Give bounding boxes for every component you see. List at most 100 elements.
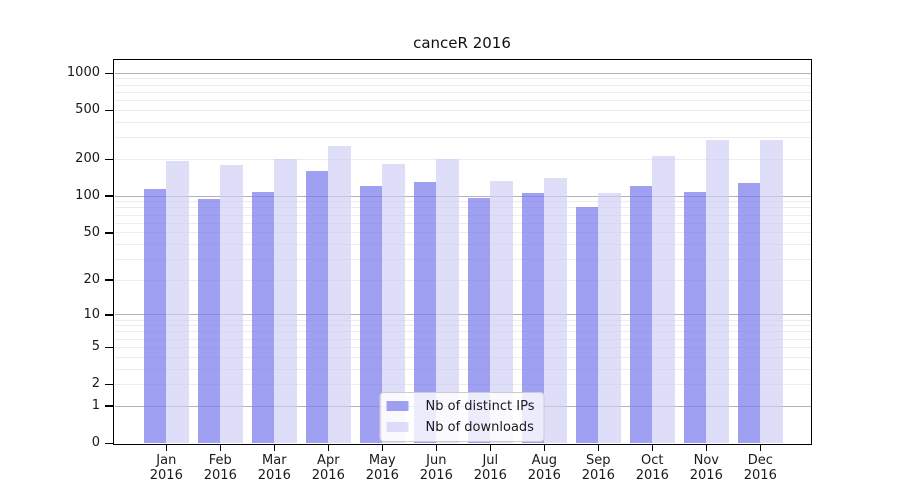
x-tick-mark <box>327 444 330 451</box>
chart-title: canceR 2016 <box>413 34 511 52</box>
bar-distinct_ips-jan <box>144 189 167 444</box>
x-tick-year: 2016 <box>365 468 399 483</box>
y-tick-mark <box>105 109 113 112</box>
legend: Nb of distinct IPs Nb of downloads <box>379 392 545 442</box>
x-tick-label-jul: Jul 2016 <box>460 453 520 483</box>
legend-swatch-distinct-ips <box>386 401 409 411</box>
y-tick-label-20: 20 <box>83 272 100 288</box>
y-tick-label-1: 1 <box>91 398 100 414</box>
x-tick-label-oct: Oct 2016 <box>622 453 682 483</box>
x-tick-label-dec: Dec 2016 <box>730 453 790 483</box>
bar-downloads-may <box>382 163 405 444</box>
grid-line-minor <box>114 325 811 327</box>
legend-item-distinct-ips: Nb of distinct IPs <box>386 397 535 415</box>
y-tick-mark <box>105 405 113 407</box>
bar-downloads-oct <box>652 156 675 444</box>
grid-line-major <box>114 195 811 197</box>
x-tick-month: Jun <box>426 453 447 468</box>
y-tick-label-10: 10 <box>83 306 100 322</box>
x-tick-label-sep: Sep 2016 <box>568 453 628 483</box>
grid-line-minor <box>114 258 811 260</box>
x-tick-month: Aug <box>531 453 557 468</box>
x-tick-label-jun: Jun 2016 <box>406 453 466 483</box>
legend-swatch-downloads <box>386 422 409 432</box>
grid-line-minor <box>114 331 811 333</box>
y-tick-label-200: 200 <box>75 151 100 167</box>
bar-distinct_ips-feb <box>198 199 221 444</box>
bar-downloads-mar <box>274 159 297 444</box>
bar-distinct_ips-may <box>360 185 383 444</box>
y-tick-mark <box>105 158 113 161</box>
bar-downloads-sep <box>598 192 621 444</box>
y-tick-mark <box>105 72 113 75</box>
bar-downloads-aug <box>544 178 567 444</box>
y-tick-label-0: 0 <box>91 435 100 451</box>
x-tick-mark <box>435 444 438 451</box>
bar-distinct_ips-jul <box>468 198 491 444</box>
y-tick-label-50: 50 <box>83 224 100 240</box>
grid-line-minor <box>114 356 811 358</box>
x-tick-month: Jul <box>482 453 499 468</box>
bar-distinct_ips-oct <box>630 186 653 444</box>
x-tick-mark <box>759 444 762 451</box>
grid-line-minor <box>114 232 811 234</box>
y-tick-label-5: 5 <box>91 339 100 355</box>
x-tick-mark <box>165 444 168 451</box>
grid-line-minor <box>114 121 811 123</box>
x-tick-mark <box>273 444 276 451</box>
y-tick-mark <box>105 231 113 234</box>
grid-line-minor <box>114 319 811 321</box>
grid-line-minor <box>114 243 811 245</box>
x-tick-mark <box>219 444 222 451</box>
x-tick-label-feb: Feb 2016 <box>190 453 250 483</box>
grid-line-minor <box>114 383 811 385</box>
grid-line-minor <box>114 338 811 340</box>
bar-distinct_ips-nov <box>684 192 707 444</box>
grid-line-minor <box>114 368 811 370</box>
y-tick-mark <box>105 442 113 445</box>
x-tick-year: 2016 <box>635 468 669 483</box>
bar-downloads-jul <box>490 181 513 444</box>
grid-line-major <box>114 314 811 316</box>
x-tick-month: Jan <box>156 453 177 468</box>
grid-line-minor <box>114 84 811 86</box>
bar-distinct_ips-mar <box>252 192 275 444</box>
grid-line-minor <box>114 158 811 160</box>
y-tick-label-500: 500 <box>75 102 100 118</box>
x-tick-year: 2016 <box>257 468 291 483</box>
x-tick-label-aug: Aug 2016 <box>514 453 574 483</box>
x-tick-year: 2016 <box>149 468 183 483</box>
x-tick-month: Oct <box>641 453 664 468</box>
grid-line-minor <box>114 214 811 216</box>
bar-distinct_ips-aug <box>522 192 545 444</box>
x-tick-mark <box>705 444 708 451</box>
legend-label-distinct-ips: Nb of distinct IPs <box>425 398 535 414</box>
grid-line-minor <box>114 201 811 203</box>
x-tick-year: 2016 <box>743 468 777 483</box>
bar-downloads-jan <box>166 161 189 444</box>
bar-downloads-apr <box>328 145 351 444</box>
x-tick-month: Feb <box>208 453 232 468</box>
bar-downloads-nov <box>706 140 729 444</box>
x-tick-year: 2016 <box>419 468 453 483</box>
y-tick-mark <box>105 383 113 386</box>
x-tick-year: 2016 <box>527 468 561 483</box>
grid-line-minor <box>114 137 811 139</box>
x-tick-mark <box>489 444 492 451</box>
grid-line-minor <box>114 109 811 111</box>
y-tick-mark <box>105 346 113 349</box>
x-tick-year: 2016 <box>473 468 507 483</box>
x-tick-year: 2016 <box>203 468 237 483</box>
bar-distinct_ips-apr <box>306 171 329 444</box>
grid-line-major <box>114 72 811 74</box>
x-tick-year: 2016 <box>689 468 723 483</box>
x-tick-month: Mar <box>262 453 287 468</box>
y-tick-mark <box>105 195 113 197</box>
grid-line-minor <box>114 78 811 80</box>
bar-distinct_ips-sep <box>576 206 599 444</box>
x-tick-label-may: May 2016 <box>352 453 412 483</box>
x-tick-mark <box>597 444 600 451</box>
x-tick-month: May <box>368 453 396 468</box>
legend-item-downloads: Nb of downloads <box>386 418 535 436</box>
plot-border <box>112 58 813 445</box>
